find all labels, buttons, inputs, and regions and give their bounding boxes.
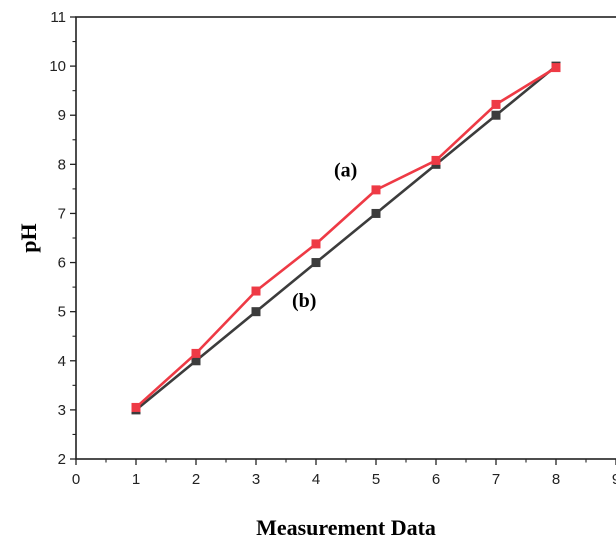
y-axis-title: pH [16, 223, 41, 252]
data-point-marker [371, 185, 381, 195]
y-tick-label: 6 [58, 255, 66, 272]
plot-frame [75, 16, 616, 460]
y-tick-label: 2 [58, 451, 66, 468]
series-line [135, 65, 557, 411]
data-point-marker [251, 286, 261, 296]
series-layer [131, 61, 561, 415]
series-1 [131, 61, 561, 415]
data-point-marker [371, 208, 381, 218]
x-tick-label: 1 [132, 471, 140, 488]
data-point-marker [311, 239, 321, 249]
x-tick-label: 5 [372, 471, 380, 488]
data-point-marker [131, 402, 141, 412]
annotation-a: (a) [334, 160, 357, 182]
data-point-marker [191, 348, 201, 358]
axis-ticks: 0 1 2 3 4 5 6 7 8 9 2 3 4 5 6 7 8 9 10 11 [49, 9, 616, 488]
series-line [135, 66, 557, 409]
y-tick-label: 11 [50, 9, 66, 26]
x-tick-label: 3 [252, 471, 260, 488]
data-point-marker [251, 307, 261, 317]
y-tick-label: 10 [49, 58, 66, 75]
x-tick-label: 7 [492, 471, 500, 488]
x-tick-label: 6 [432, 471, 440, 488]
data-point-marker [311, 258, 321, 268]
y-tick-label: 5 [58, 304, 66, 321]
y-tick-label: 8 [58, 156, 66, 173]
x-tick-label: 8 [552, 471, 560, 488]
data-point-marker [491, 99, 501, 109]
y-tick-label: 4 [58, 353, 66, 370]
series-2 [131, 63, 561, 412]
y-tick-label: 9 [58, 107, 66, 124]
data-point-marker [551, 63, 561, 73]
x-tick-label: 0 [72, 471, 80, 488]
y-tick-label: 3 [58, 402, 66, 419]
x-tick-label: 9 [612, 471, 616, 488]
data-point-marker [491, 110, 501, 120]
annotation-b: (b) [292, 290, 316, 312]
data-point-marker [191, 356, 201, 366]
data-point-marker [431, 155, 441, 165]
x-tick-label: 4 [312, 471, 320, 488]
y-tick-label: 7 [58, 205, 66, 222]
x-axis-title: Measurement Data [256, 515, 436, 540]
x-tick-label: 2 [192, 471, 200, 488]
